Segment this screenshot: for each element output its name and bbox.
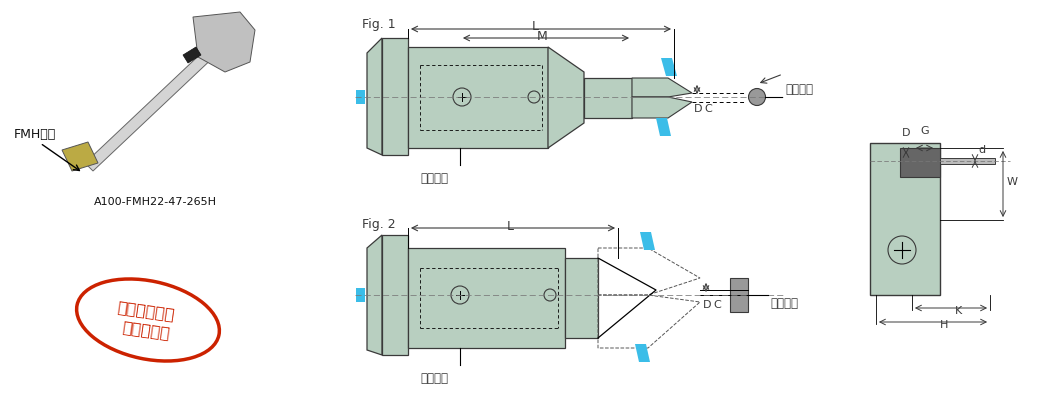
Text: 增加长度不同: 增加长度不同 <box>117 299 176 322</box>
Text: D: D <box>901 128 910 138</box>
Polygon shape <box>656 118 671 136</box>
Polygon shape <box>640 232 655 250</box>
Text: H: H <box>940 320 948 330</box>
Text: 硬质合金: 硬质合金 <box>420 372 448 385</box>
Text: D: D <box>703 300 712 310</box>
Text: C: C <box>713 300 720 310</box>
Text: 的刀柄系列: 的刀柄系列 <box>121 319 171 341</box>
Polygon shape <box>408 47 548 148</box>
Text: L: L <box>506 220 514 233</box>
Text: FMH规格: FMH规格 <box>14 128 56 141</box>
Text: A100-FMH22-47-265H: A100-FMH22-47-265H <box>94 197 217 207</box>
Polygon shape <box>584 78 632 118</box>
Text: 硬质合金: 硬质合金 <box>420 172 448 185</box>
Text: L: L <box>532 20 538 33</box>
Polygon shape <box>382 235 408 355</box>
Text: K: K <box>954 306 961 316</box>
FancyBboxPatch shape <box>356 288 365 302</box>
Circle shape <box>451 286 469 304</box>
Polygon shape <box>548 47 584 148</box>
Text: 夹持螺栓: 夹持螺栓 <box>770 297 798 310</box>
Text: W: W <box>1007 177 1018 187</box>
Polygon shape <box>632 78 692 97</box>
Text: d: d <box>978 145 986 155</box>
Circle shape <box>749 89 766 106</box>
Text: C: C <box>704 104 712 114</box>
Polygon shape <box>900 148 940 177</box>
Polygon shape <box>193 12 255 72</box>
Text: M: M <box>537 30 548 43</box>
Polygon shape <box>730 278 748 312</box>
Polygon shape <box>382 38 408 155</box>
Text: Fig. 2: Fig. 2 <box>362 218 396 231</box>
Circle shape <box>888 236 916 264</box>
Polygon shape <box>635 344 650 362</box>
Text: G: G <box>920 126 930 136</box>
Circle shape <box>528 91 540 103</box>
Polygon shape <box>565 258 598 338</box>
Polygon shape <box>62 142 98 171</box>
Circle shape <box>544 289 556 301</box>
Polygon shape <box>85 45 218 171</box>
Polygon shape <box>661 58 677 76</box>
Polygon shape <box>408 248 565 348</box>
Polygon shape <box>632 97 692 118</box>
Text: Fig. 1: Fig. 1 <box>362 18 396 31</box>
Circle shape <box>453 88 471 106</box>
Polygon shape <box>940 158 995 164</box>
Polygon shape <box>870 143 940 295</box>
Text: 夹持螺栓: 夹持螺栓 <box>784 83 813 96</box>
FancyBboxPatch shape <box>356 90 365 104</box>
Polygon shape <box>183 47 201 63</box>
Polygon shape <box>367 235 382 355</box>
Polygon shape <box>367 38 382 155</box>
Text: D: D <box>694 104 702 114</box>
